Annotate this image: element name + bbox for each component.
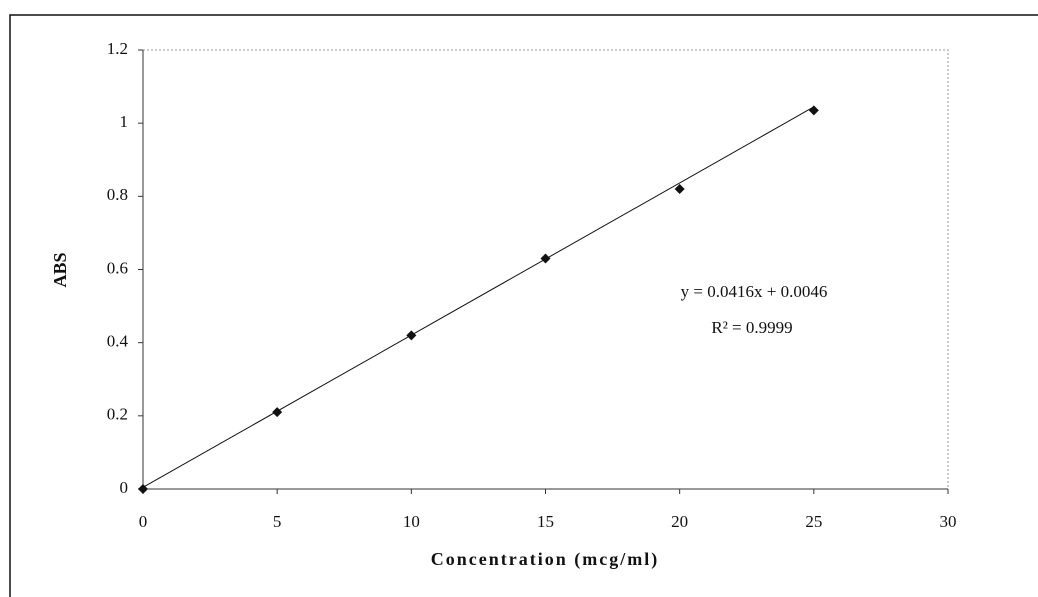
y-tick-label: 0.8 bbox=[107, 185, 128, 204]
y-axis-title: ABS bbox=[50, 252, 70, 287]
x-tick-label: 25 bbox=[805, 512, 822, 531]
y-tick-label: 0.6 bbox=[107, 258, 128, 277]
x-tick-label: 30 bbox=[940, 512, 957, 531]
y-tick-label: 1 bbox=[120, 112, 129, 131]
data-point bbox=[808, 105, 819, 116]
x-tick-label: 15 bbox=[537, 512, 554, 531]
data-point bbox=[674, 184, 685, 195]
y-tick-label: 0.4 bbox=[107, 332, 129, 351]
y-tick-label: 0.2 bbox=[107, 405, 128, 424]
x-tick-label: 10 bbox=[403, 512, 420, 531]
y-tick-label: 1.2 bbox=[107, 39, 128, 58]
trendline bbox=[142, 106, 815, 488]
r-squared: R² = 0.9999 bbox=[711, 318, 792, 337]
data-point bbox=[138, 484, 148, 494]
x-tick-label: 20 bbox=[671, 512, 688, 531]
data-point bbox=[406, 330, 417, 341]
trendline-equation: y = 0.0416x + 0.0046 bbox=[681, 282, 828, 301]
data-point bbox=[540, 253, 551, 264]
x-axis-title: Concentration (mcg/ml) bbox=[431, 549, 659, 570]
data-point bbox=[272, 407, 283, 418]
plot-area bbox=[142, 49, 949, 490]
chart-border bbox=[9, 14, 1038, 597]
x-tick-label: 0 bbox=[139, 512, 148, 531]
x-tick-label: 5 bbox=[273, 512, 282, 531]
y-tick-label: 0 bbox=[120, 478, 129, 497]
